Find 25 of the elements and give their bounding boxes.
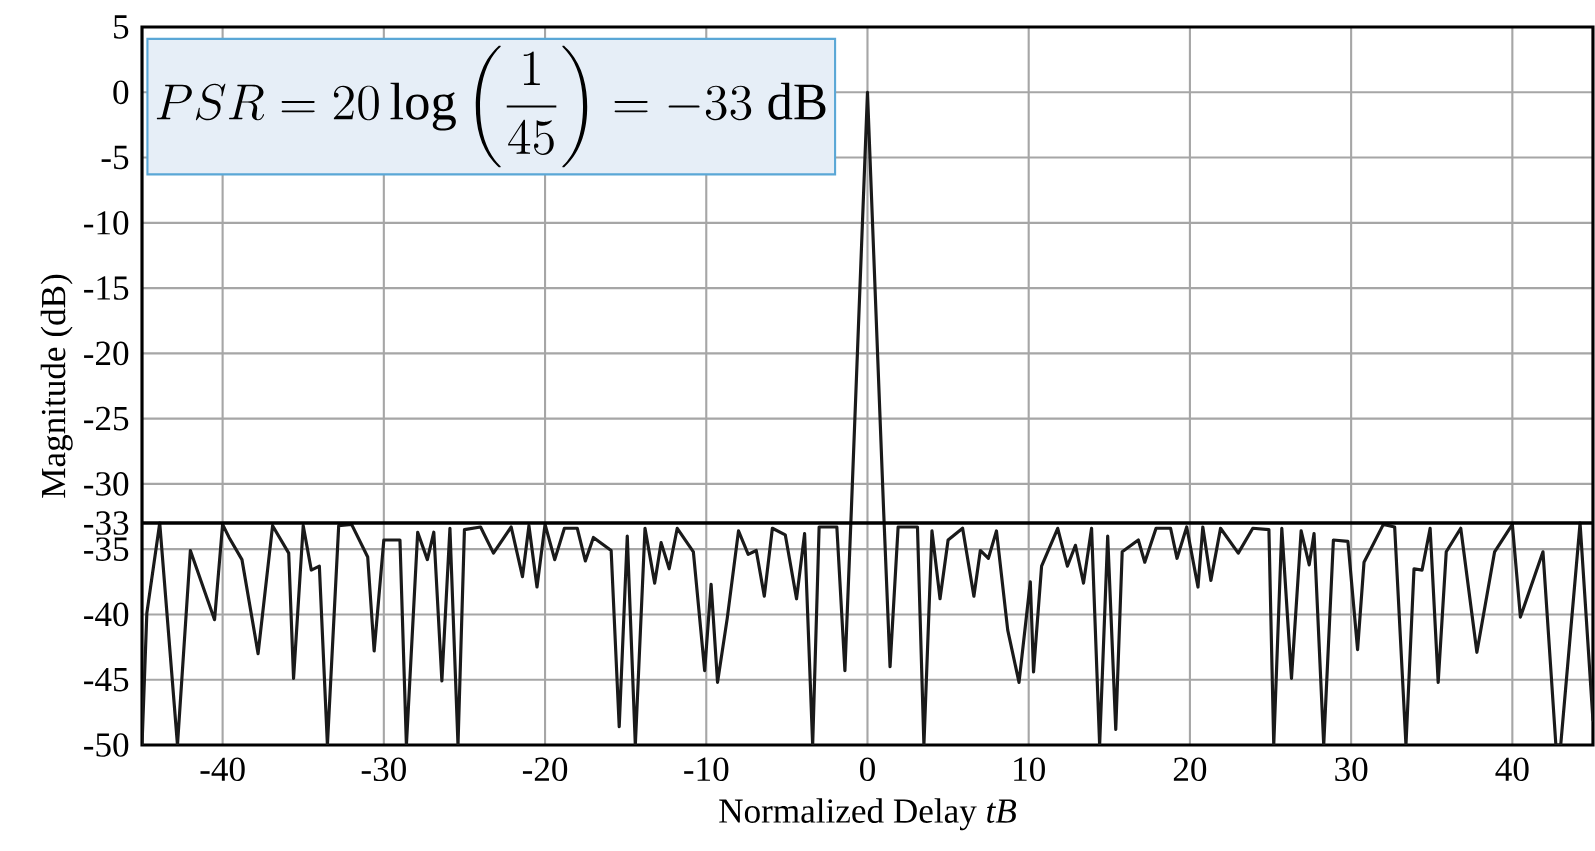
y-tick-label: -45 bbox=[84, 667, 129, 692]
x-tick-label: 40 bbox=[1495, 757, 1529, 782]
y-tick-label: -40 bbox=[84, 602, 129, 627]
x-tick-label: -40 bbox=[200, 757, 245, 782]
y-axis-title: Magnitude (dB) bbox=[40, 274, 73, 498]
x-tick-label: -30 bbox=[361, 757, 406, 782]
y-tick-label: -10 bbox=[84, 210, 129, 235]
x-tick-label: -20 bbox=[522, 757, 568, 782]
y-tick-label: -30 bbox=[84, 472, 129, 496]
x-tick-label: 0 bbox=[860, 757, 875, 782]
y-tick-label: -15 bbox=[84, 276, 129, 300]
x-tick-label: 10 bbox=[1014, 757, 1045, 782]
y-tick-label: -25 bbox=[84, 406, 129, 431]
y-tick-label: -35 bbox=[84, 537, 129, 561]
x-tick-label: -10 bbox=[684, 757, 729, 782]
y-tick-label: -50 bbox=[84, 733, 129, 757]
y-tick-label: -20 bbox=[84, 341, 129, 366]
y-tick-label: 0 bbox=[113, 80, 129, 105]
y-tick-label: -33 bbox=[84, 511, 129, 535]
x-axis-title: Normalized Delay tB bbox=[719, 798, 1017, 831]
annotation: $PSR = 20\log\left(\frac{1}{45}\right) = -33\ \mathrm{dB}$ bbox=[156, 45, 826, 168]
x-tick-label: 20 bbox=[1173, 757, 1207, 782]
x-tick-label: 30 bbox=[1335, 757, 1368, 782]
y-tick-label: -5 bbox=[101, 145, 129, 170]
y-tick-label: 5 bbox=[114, 15, 129, 39]
